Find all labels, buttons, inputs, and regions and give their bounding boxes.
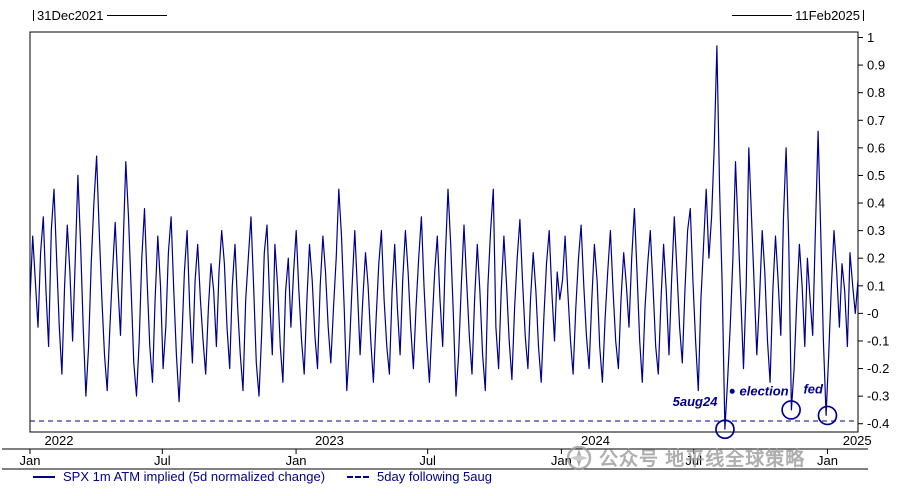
- annotation-circle-fed: [817, 405, 838, 426]
- y-axis-label: 1: [867, 30, 874, 45]
- y-axis-label: -0: [867, 306, 879, 321]
- y-axis-label: 0.5: [867, 168, 885, 183]
- x-axis-year-label: 2024: [581, 433, 610, 448]
- date-range-end-label: 11Feb2025: [795, 8, 860, 23]
- legend-dashed-line-sample: [347, 475, 370, 478]
- date-range-end: 11Feb2025: [732, 8, 864, 23]
- x-axis-year-label: 2023: [315, 433, 344, 448]
- y-axis-label: 0.2: [867, 251, 885, 266]
- range-start-tick: [33, 10, 34, 21]
- range-start-line: [106, 15, 167, 16]
- x-axis-month-label: Jul: [419, 453, 436, 468]
- legend-solid-line-sample: [33, 475, 55, 478]
- legend-label-series2: 5day following 5aug: [377, 469, 492, 484]
- y-axis-label: -0.1: [867, 333, 889, 348]
- annotation-circle-5aug24: [715, 419, 735, 440]
- chart-legend: SPX 1m ATM implied (5d normalized change…: [33, 469, 492, 484]
- y-axis-label: 0.3: [867, 223, 885, 238]
- x-axis-month-label: Jan: [20, 453, 41, 468]
- compass-icon: [566, 445, 592, 471]
- annotation-bullet-election: [729, 388, 735, 394]
- x-axis-month-label: Jan: [817, 453, 838, 468]
- volatility-line-chart: 1 0.9 0.8 0.7 0.6 0.5 0.4 0.3 0.2 0.1 -0 -0.1 -0.2 -0…: [2, 30, 889, 470]
- annotation-label-election: election: [740, 383, 789, 398]
- y-axis-label: 0.7: [867, 113, 885, 128]
- x-axis-month-label: Jan: [551, 453, 572, 468]
- series-line-spx-implied: [29, 45, 859, 430]
- x-axis-month-label: Jan: [286, 453, 307, 468]
- y-axis-label: 0.6: [867, 140, 885, 155]
- range-end-tick: [863, 10, 864, 21]
- annotation-circle-election: [781, 400, 801, 420]
- watermark-text: 公众号 地平线全球策略: [599, 449, 806, 470]
- y-axis-label: 0.8: [867, 85, 885, 100]
- x-axis-month-label: Jul: [154, 453, 171, 468]
- y-axis-label: 0.9: [867, 58, 885, 73]
- y-axis-label: 0.1: [867, 278, 885, 293]
- y-axis-label: -0.3: [867, 389, 889, 404]
- x-axis-year-label: 2022: [45, 433, 74, 448]
- date-range-start-label: 31Dec2021: [37, 8, 104, 23]
- y-axis-label: -0.2: [867, 361, 889, 376]
- y-axis-label: -0.4: [867, 416, 889, 431]
- annotation-label-fed: fed: [803, 381, 824, 396]
- range-end-line: [732, 15, 793, 16]
- date-range-start: 31Dec2021: [33, 8, 167, 23]
- y-axis-label: 0.4: [867, 196, 885, 211]
- legend-label-series1: SPX 1m ATM implied (5d normalized change…: [63, 469, 326, 484]
- plot-frame: [29, 31, 859, 433]
- x-axis-year-label: 2025: [843, 433, 872, 448]
- x-axis-month-label: Jul: [685, 453, 702, 468]
- watermark: 公众号 地平线全球策略: [566, 444, 805, 471]
- annotation-label-5aug24: 5aug24: [673, 394, 719, 409]
